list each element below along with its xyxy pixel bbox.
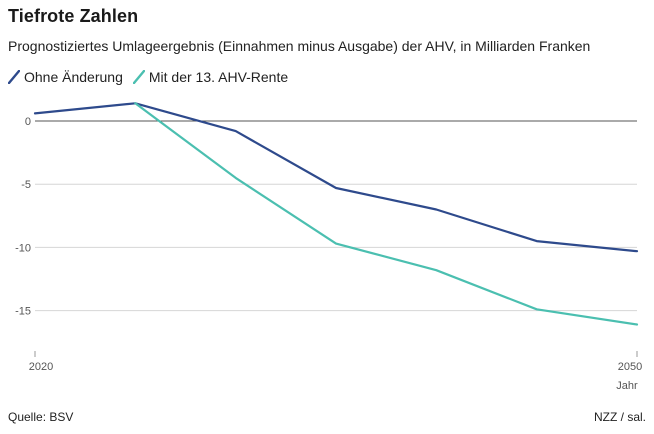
- legend-line-icon: [132, 70, 145, 84]
- series-line-1: [33, 102, 639, 253]
- x-tick-label: 2020: [29, 361, 53, 373]
- legend-label: Mit der 13. AHV-Rente: [148, 69, 289, 85]
- legend-item-13-ahv-rente: Mit der 13. AHV-Rente: [132, 69, 289, 85]
- y-tick-label: -10: [15, 242, 31, 254]
- legend-label: Ohne Änderung: [24, 69, 123, 85]
- x-axis-label: Jahr: [616, 380, 638, 392]
- legend: Ohne Änderung Mit der 13. AHV-Rente: [8, 69, 298, 85]
- y-tick-label: -5: [21, 179, 31, 191]
- y-tick-label: -15: [15, 306, 31, 318]
- x-tick-label: 2050: [618, 361, 642, 373]
- credit-note: NZZ / sal.: [593, 410, 646, 424]
- legend-item-ohne-aenderung: Ohne Änderung: [8, 69, 123, 85]
- y-tick-label: 0: [25, 116, 31, 128]
- legend-line-icon: [8, 70, 20, 84]
- series-line-2: [134, 102, 639, 326]
- chart-subtitle: Prognostiziertes Umlageergebnis (Einnahm…: [8, 38, 591, 54]
- chart-title: Tiefrote Zahlen: [8, 6, 139, 26]
- source-note: Quelle: BSV: [8, 410, 74, 424]
